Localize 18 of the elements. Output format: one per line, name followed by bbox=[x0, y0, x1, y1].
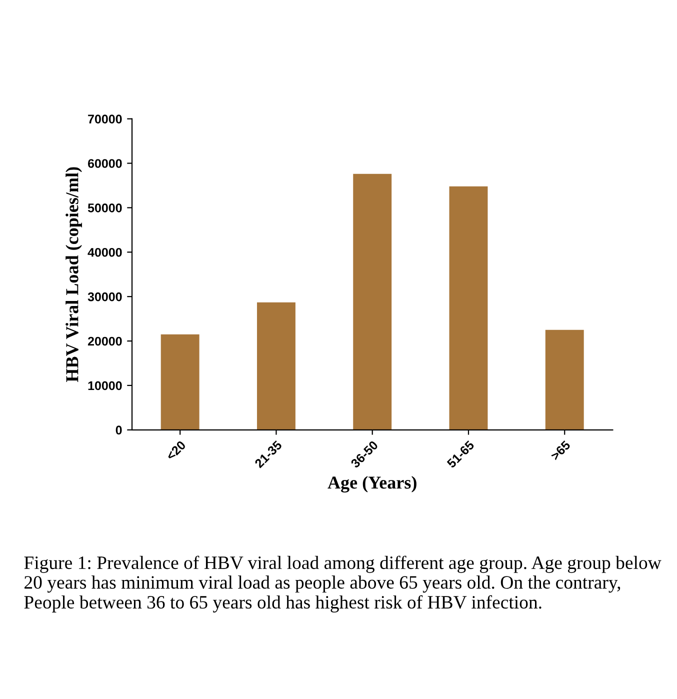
y-tick-label: 40000 bbox=[88, 248, 122, 257]
y-tick-label: 50000 bbox=[88, 204, 122, 212]
bar bbox=[160, 334, 200, 430]
y-tick-label: 0 bbox=[116, 426, 122, 435]
bar bbox=[353, 174, 392, 430]
y-tick-label: 70000 bbox=[88, 114, 122, 124]
y-tick-label: 30000 bbox=[88, 292, 122, 302]
x-axis-title: Age (Years) bbox=[328, 476, 416, 493]
x-tick-label: <20 bbox=[166, 440, 186, 461]
y-axis-title: HBV Viral Load (copies/ml) bbox=[66, 167, 82, 382]
bar bbox=[545, 330, 584, 430]
y-tick-label: 10000 bbox=[88, 381, 122, 390]
caption: Figure 1: Prevalence of HBV viral load among different age group. Age group below 20 years has minimum viral load as people above 65 years old. On the contrary, People between 36 to 65 years old has highest risk of HBV infection. bbox=[24, 556, 662, 612]
y-tick-label: 60000 bbox=[88, 159, 122, 168]
bar bbox=[256, 302, 296, 430]
x-tick-label: >65 bbox=[550, 440, 571, 461]
y-tick-label: 20000 bbox=[88, 336, 122, 346]
bar bbox=[449, 186, 488, 430]
